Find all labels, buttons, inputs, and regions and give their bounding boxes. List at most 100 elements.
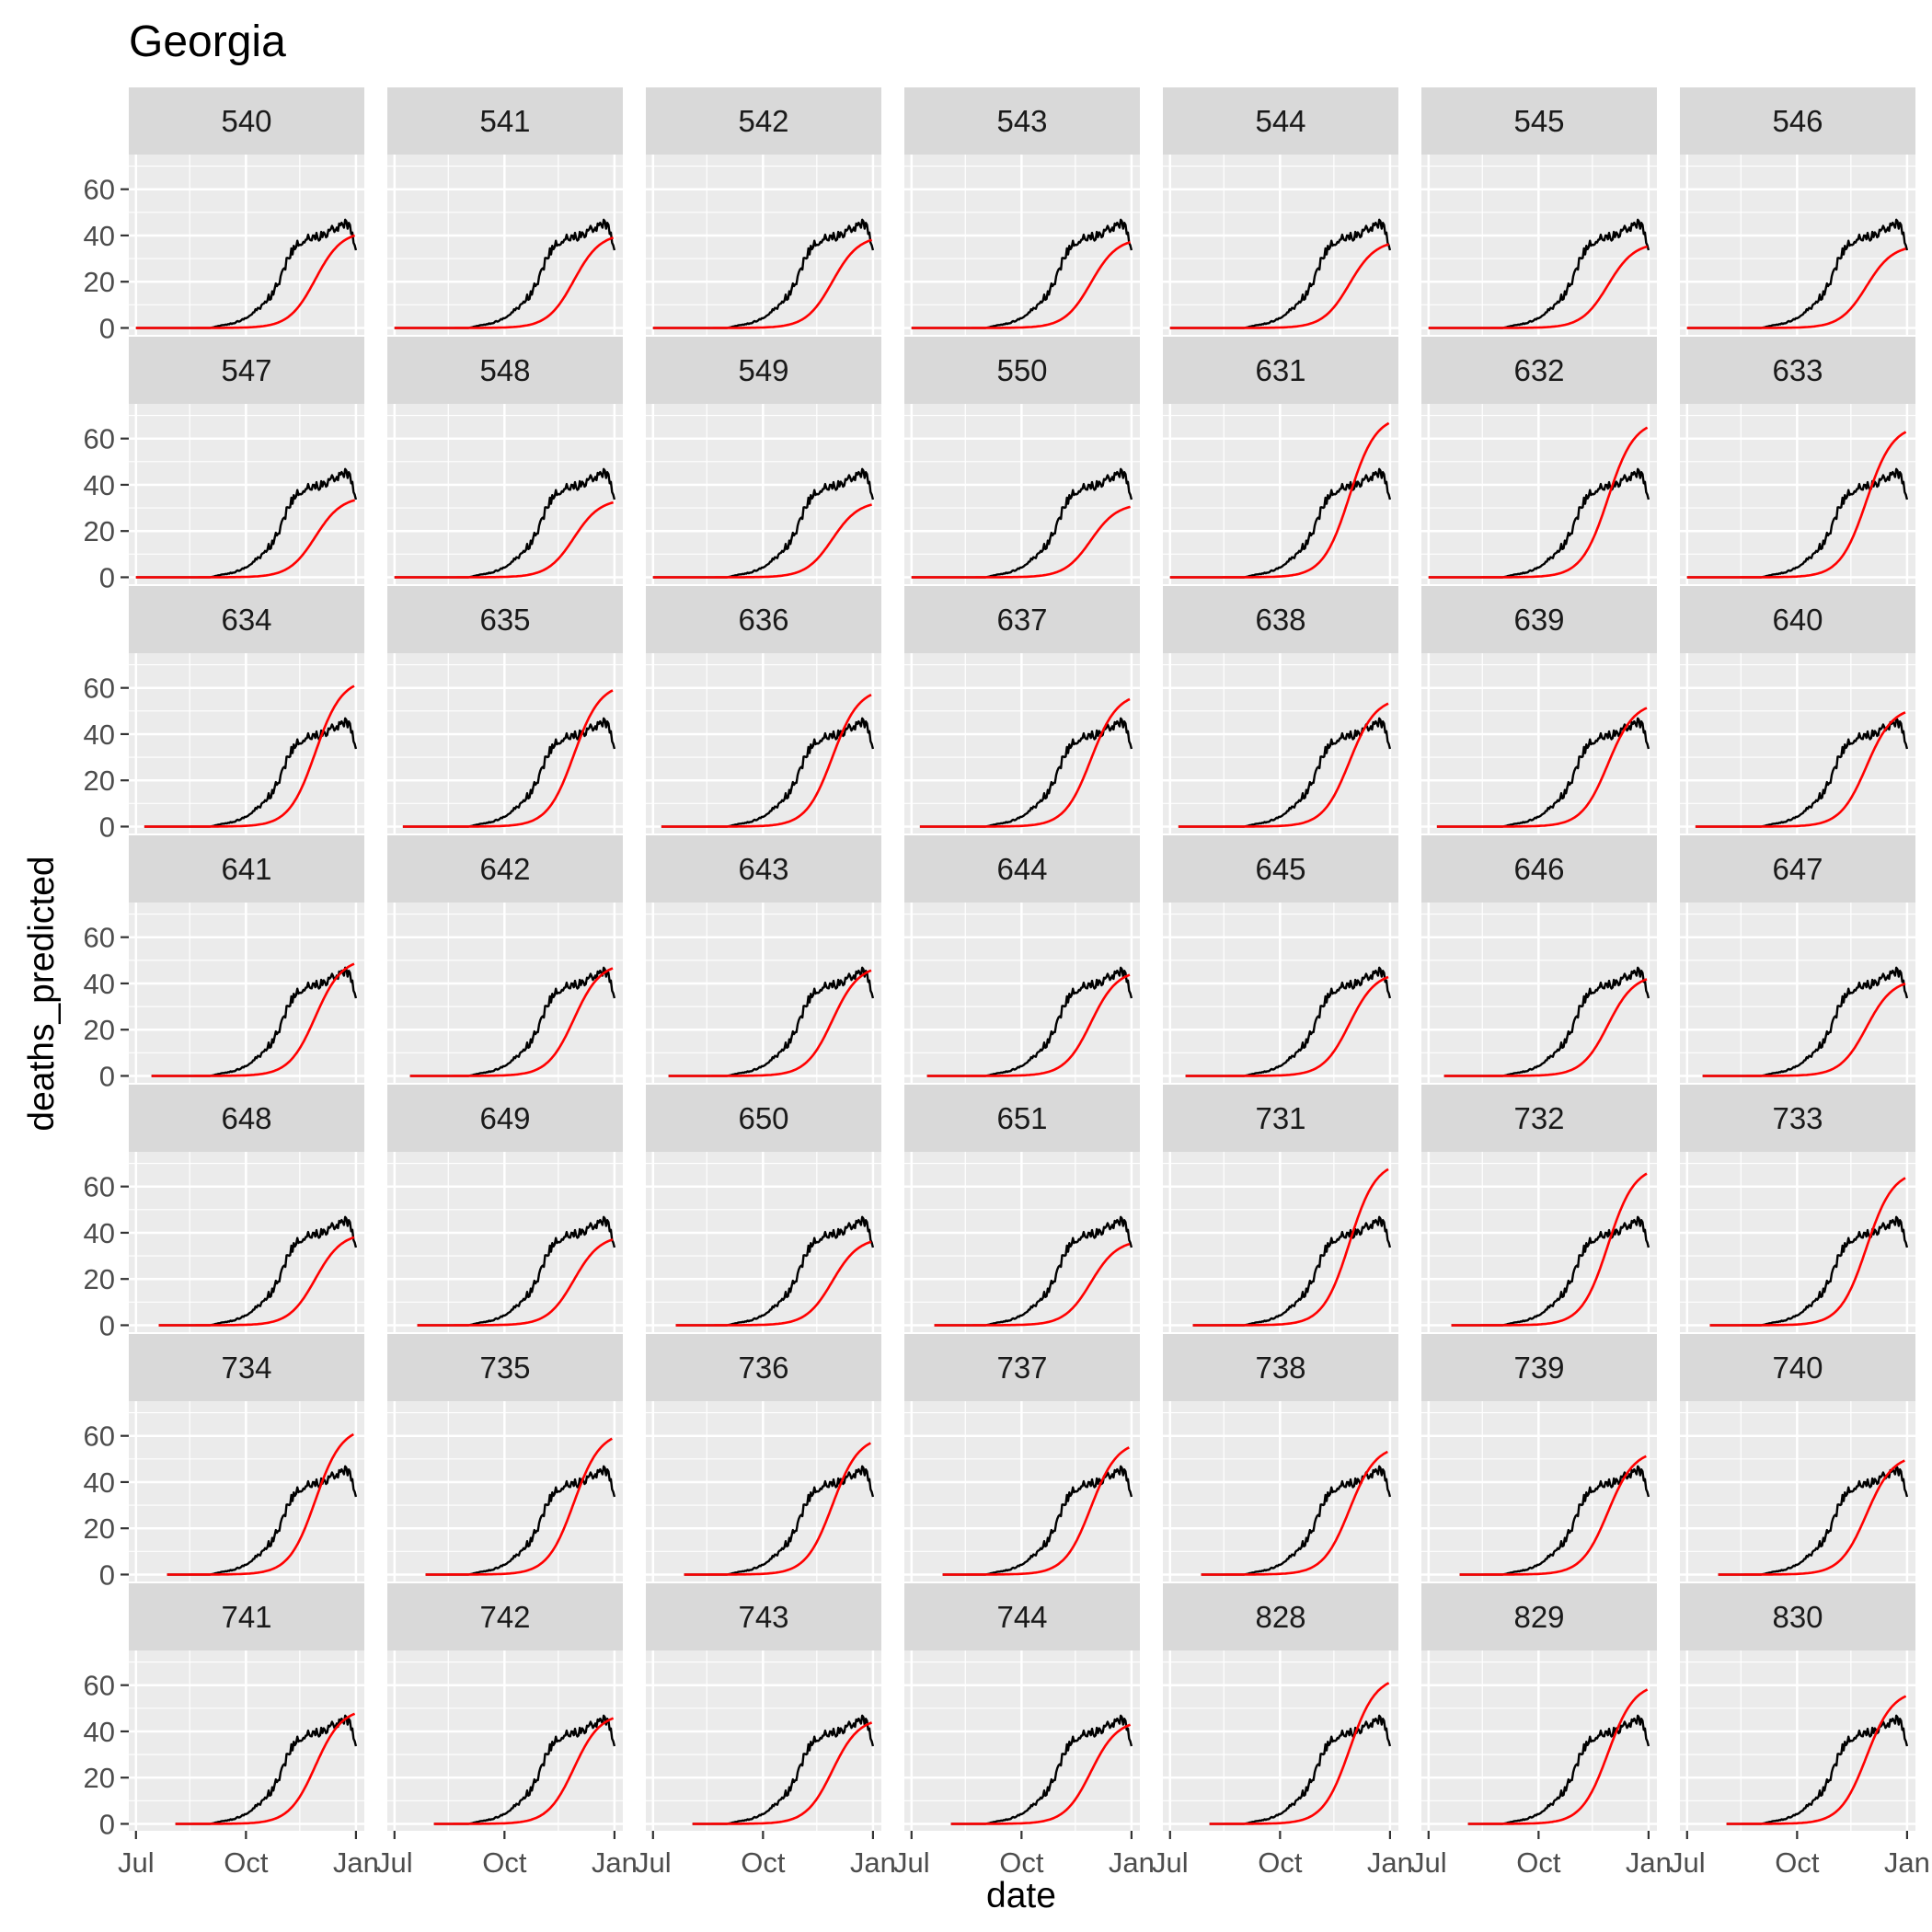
facet-strip [904,1334,1140,1401]
facet-panel: 549 [646,337,881,584]
facet-strip [646,337,881,404]
predicted-series-line [1686,431,1907,579]
y-tick-label: 20 [84,1512,115,1545]
predicted-series-line [1726,1695,1907,1825]
facet-panel: 644 [904,835,1140,1083]
facet-label: 732 [1513,1101,1564,1135]
facet-strip [1680,835,1915,903]
facet-label: 830 [1772,1600,1823,1634]
x-tick-label: Jul [118,1846,155,1879]
facet-strip [646,1334,881,1401]
predicted-series-line [1436,707,1648,828]
facet-label: 631 [1255,353,1305,387]
predicted-series-line [417,1238,614,1327]
predicted-series-line [409,967,614,1077]
facet-strip [646,1085,881,1152]
facet-strip [1163,586,1398,653]
facet-label: 741 [221,1600,271,1634]
facet-panel: 732 [1421,1085,1657,1332]
facet-strip [387,586,623,653]
facet-strip [387,337,623,404]
facet-strip [904,87,1140,155]
y-tick-label: 0 [99,811,115,843]
predicted-series-line [1169,421,1390,579]
facet-strip [1421,337,1657,404]
facet-label: 540 [221,104,271,138]
facet-panel: 546 [1680,87,1915,335]
y-tick-label: 40 [84,220,115,252]
predicted-series-line [135,234,356,329]
facet-label: 649 [479,1101,530,1135]
predicted-series-line [402,689,614,828]
predicted-series-line [934,1242,1131,1327]
facet-label: 738 [1255,1351,1305,1385]
predicted-series-line [175,1712,356,1825]
facet-panel: 635 [387,586,623,834]
predicted-series-line [1209,1682,1390,1825]
facet-strip [387,1085,623,1152]
y-tick-label: 40 [84,1466,115,1499]
predicted-series-line [1709,1177,1906,1327]
y-tick-label: 0 [99,561,115,593]
facet-label: 641 [221,852,271,886]
facet-label: 544 [1255,104,1305,138]
x-tick-label: Oct [482,1846,527,1879]
facet-strip [904,835,1140,903]
predicted-series-line [942,1446,1130,1576]
facet-panel: 640 [1680,586,1915,834]
y-tick-label: 0 [99,1309,115,1341]
facet-strip [1163,1583,1398,1650]
y-tick-label: 60 [84,1420,115,1453]
facet-label: 546 [1772,104,1823,138]
facet-panel: 735 [387,1334,623,1581]
predicted-series-line [1178,702,1389,828]
y-tick-label: 60 [84,174,115,206]
y-tick-label: 40 [84,1217,115,1249]
facet-panel: 741 0 20 40 60 Jul Oct Jan [84,1583,379,1879]
facet-label: 736 [738,1351,788,1385]
x-tick-label: Jan [592,1846,638,1879]
x-tick-label: Oct [1516,1846,1561,1879]
facet-strip [1421,1334,1657,1401]
x-tick-label: Jul [1152,1846,1189,1879]
facet-label: 645 [1255,852,1305,886]
chart-title: Georgia [129,17,286,66]
predicted-series-line [911,505,1131,579]
facet-panel: 734 0 20 40 60 [84,1334,364,1591]
facet-label: 542 [738,104,788,138]
predicted-series-line [158,1236,355,1327]
facet-panel: 739 [1421,1334,1657,1581]
facet-strip [129,835,364,903]
facet-label: 638 [1255,603,1305,637]
y-tick-label: 20 [84,1014,115,1046]
facet-label: 635 [479,603,530,637]
y-tick-label: 40 [84,1716,115,1748]
facet-panel: 542 [646,87,881,335]
x-tick-label: Jan [850,1846,896,1879]
facet-panel: 643 [646,835,881,1083]
facet-panel: 639 [1421,586,1657,834]
facet-panel: 545 [1421,87,1657,335]
facet-label: 634 [221,603,271,637]
facet-label: 644 [996,852,1047,886]
predicted-series-line [1428,245,1648,329]
predicted-series-line [668,969,872,1077]
facet-strip [646,1583,881,1650]
facet-strip [1680,1583,1915,1650]
x-tick-label: Oct [999,1846,1044,1879]
predicted-series-line [394,236,615,329]
facet-label: 637 [996,603,1047,637]
predicted-series-line [167,1432,354,1576]
predicted-series-line [661,694,872,828]
y-tick-label: 20 [84,765,115,797]
predicted-series-line [652,238,873,329]
facet-label: 734 [221,1351,271,1385]
facet-strip [1680,586,1915,653]
facet-panel: 637 [904,586,1140,834]
facet-panel: 633 [1680,337,1915,584]
facet-strip [129,1334,364,1401]
predicted-series-line [911,240,1132,329]
facet-strip [387,835,623,903]
x-tick-label: Oct [1775,1846,1820,1879]
y-axis-title: deaths_predicted [22,856,62,1131]
